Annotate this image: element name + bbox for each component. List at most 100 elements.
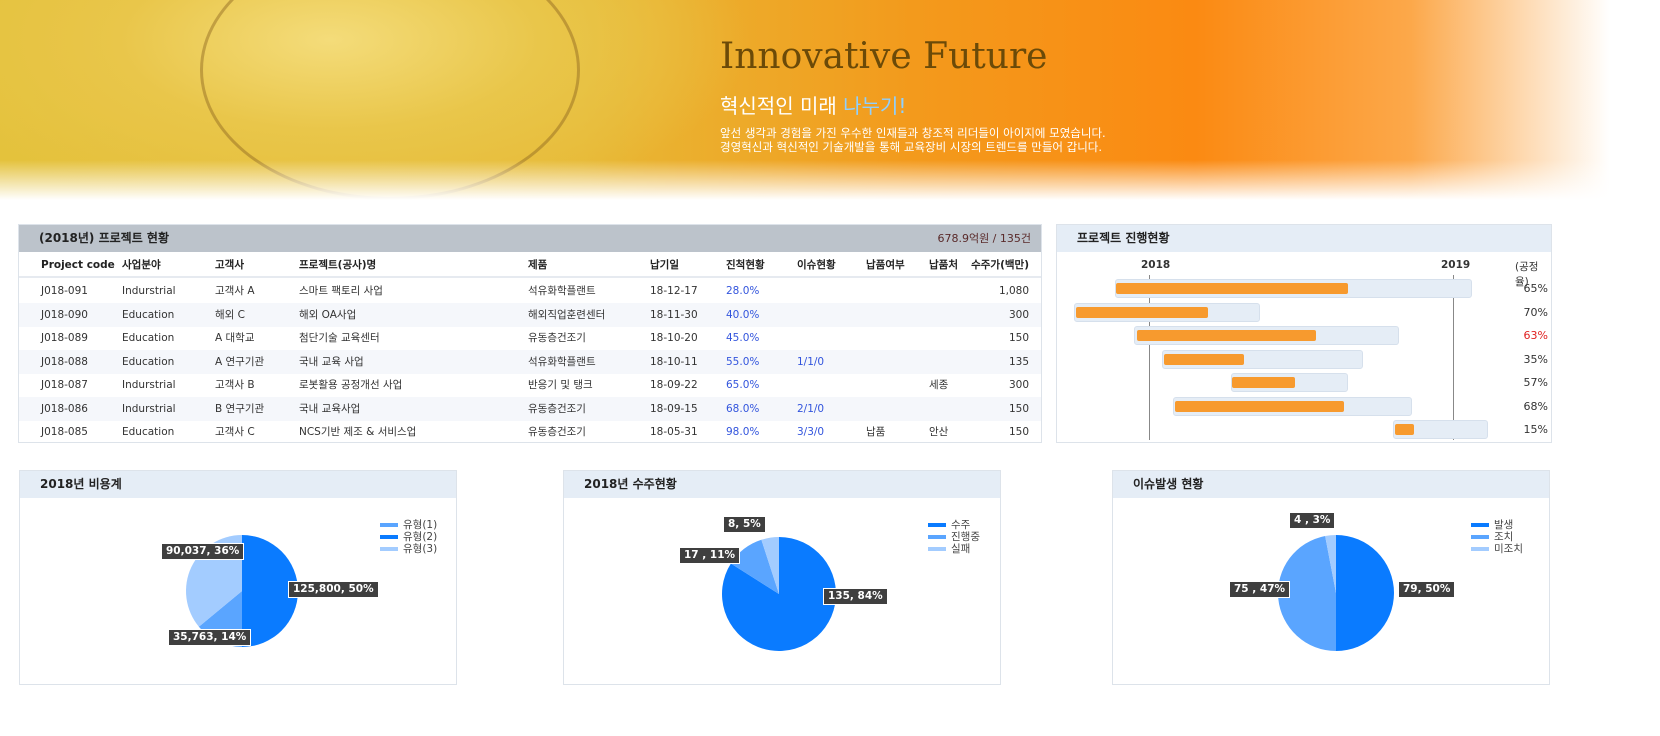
pie-panel: 2018년 수주현황 135, 84% 17 , 11% 8, 5% 수주 진행중 실패 — [563, 470, 1001, 685]
progress-bar[interactable] — [1116, 283, 1348, 294]
hero-banner: Innovative Future 혁신적인 미래 나누기! 앞선 생각과 경험… — [0, 0, 1660, 200]
banner-subtitle: 혁신적인 미래 나누기! — [720, 94, 907, 118]
cell: 150 — [1008, 426, 1029, 438]
progress-rate: 68% — [1523, 399, 1548, 413]
progress-bar[interactable] — [1164, 353, 1244, 365]
progress-bar[interactable] — [1395, 424, 1414, 435]
cell: 국내 교육사업 — [299, 402, 361, 415]
pie-slice[interactable] — [242, 535, 298, 647]
legend-item[interactable]: 유형(1) — [380, 519, 437, 531]
table-row[interactable]: J018-091 Indurstrial 고객사 A 스마트 팩토리 사업 석유화학플랜… — [19, 279, 1041, 303]
cell: 세종 — [929, 379, 949, 391]
table-row[interactable]: J018-088 Education A 연구기관 국내 교육 사업 석유화학플랜트 18… — [19, 349, 1041, 374]
cell: 150 — [1008, 332, 1029, 344]
legend-item[interactable]: 진행중 — [928, 531, 980, 543]
panel-header: 이슈발생 현황 — [1113, 471, 1549, 498]
cell: Indurstrial — [122, 402, 176, 415]
data-label: 75 , 47% — [1229, 581, 1291, 598]
pie-slice[interactable] — [730, 539, 779, 594]
table-row[interactable]: J018-089 Education A 대학교 첨단기술 교육센터 유동층건조기 18-… — [19, 326, 1041, 350]
panel-header: 2018년 수주현황 — [564, 471, 1000, 498]
progress-bar[interactable] — [1137, 330, 1316, 341]
table-row[interactable]: J018-085 Education 고객사 C NCS기반 제조 & 서비스업 유동층… — [19, 420, 1041, 444]
cell: Education — [122, 355, 175, 368]
legend-item[interactable]: 유형(2) — [380, 531, 437, 543]
cell: 40.0% — [726, 308, 760, 321]
progress-bar[interactable] — [1232, 377, 1295, 388]
cell: Education — [122, 332, 175, 344]
cell: 고객사 C — [215, 426, 255, 438]
data-label: 90,037, 36% — [161, 543, 245, 560]
cell: 18-09-15 — [650, 402, 698, 415]
cell: 2/1/0 — [797, 402, 825, 415]
cell: 98.0% — [726, 426, 760, 438]
cell: 300 — [1008, 308, 1029, 321]
cell: 300 — [1008, 379, 1029, 391]
cell: J018-089 — [41, 332, 88, 344]
cell: 18-05-31 — [650, 426, 698, 438]
cell: J018-087 — [41, 379, 88, 391]
legend-item[interactable]: 수주 — [928, 519, 980, 531]
cell: 첨단기술 교육센터 — [299, 332, 380, 344]
cell: 65.0% — [726, 379, 760, 391]
data-label: 79, 50% — [1398, 581, 1456, 598]
cell: 45.0% — [726, 332, 760, 344]
cell: 유동층건조기 — [528, 332, 586, 344]
cell: 18-09-22 — [650, 379, 698, 391]
table-row[interactable]: J018-086 Indurstrial B 연구기관 국내 교육사업 유동층건조기 18… — [19, 396, 1041, 421]
cell: 해외 C — [215, 308, 245, 321]
cell: J018-091 — [41, 285, 88, 297]
cell: 68.0% — [726, 402, 760, 415]
cell: 135 — [1008, 355, 1029, 368]
year-label: 2018 — [1141, 259, 1171, 271]
cell: B 연구기관 — [215, 402, 265, 415]
project-status-panel: (2018년) 프로젝트 현황 678.9억원 / 135건 Project co… — [18, 224, 1042, 443]
pie-chart — [1278, 535, 1394, 651]
cell: 수주가(백만) — [971, 259, 1029, 271]
cell: 프로젝트(공사)명 — [299, 259, 377, 271]
pie-slice[interactable] — [1278, 536, 1336, 651]
progress-rate: 35% — [1523, 352, 1548, 366]
panel-header: (2018년) 프로젝트 현황 678.9억원 / 135건 — [19, 225, 1041, 252]
year-label: 2019 — [1441, 259, 1471, 271]
cell: 진척현황 — [726, 259, 765, 271]
cell: 28.0% — [726, 285, 760, 297]
cell: J018-090 — [41, 308, 88, 321]
cell: Indurstrial — [122, 285, 176, 297]
pie-chart — [722, 537, 836, 651]
pie-slice[interactable] — [1336, 535, 1394, 651]
data-label: 35,763, 14% — [168, 629, 252, 646]
progress-rate: 70% — [1523, 305, 1548, 319]
table-row[interactable]: J018-090 Education 해외 C 해외 OA사업 해외직업훈련센터 18-1… — [19, 302, 1041, 327]
progress-bar[interactable] — [1076, 306, 1208, 318]
legend-item[interactable]: 조치 — [1471, 531, 1523, 543]
legend: 수주 진행중 실패 — [928, 519, 980, 555]
legend-item[interactable]: 발생 — [1471, 519, 1523, 531]
cell: 석유화학플랜트 — [528, 355, 596, 368]
pie-slice[interactable] — [1325, 535, 1336, 593]
progress-rate: 57% — [1523, 376, 1548, 389]
legend: 발생 조치 미조치 — [1471, 519, 1523, 555]
table-row[interactable]: J018-087 Indurstrial 고객사 B 로봇활용 공정개선 사업 반응기 … — [19, 373, 1041, 397]
cell: Project code — [41, 259, 115, 271]
cell: 스마트 팩토리 사업 — [299, 285, 383, 297]
cell: 55.0% — [726, 355, 760, 368]
cell: 150 — [1008, 402, 1029, 415]
banner-description: 앞선 생각과 경험을 가진 우수한 인재들과 창조적 리더들이 아이지에 모였습… — [720, 126, 1106, 154]
cell: 납품 — [866, 426, 886, 438]
cell: 18-12-17 — [650, 285, 698, 297]
cell: 고객사 — [215, 259, 244, 271]
panel-header: 2018년 비용계 — [20, 471, 456, 498]
legend-item[interactable]: 실패 — [928, 543, 980, 555]
cell: 이슈현황 — [797, 259, 836, 271]
cell: A 연구기관 — [215, 355, 265, 368]
timeline-track — [1393, 420, 1488, 439]
legend-item[interactable]: 미조치 — [1471, 543, 1523, 555]
cell: 1/1/0 — [797, 355, 825, 368]
progress-bar[interactable] — [1175, 400, 1344, 412]
cell: J018-085 — [41, 426, 88, 438]
cell: J018-086 — [41, 402, 88, 415]
data-label: 4 , 3% — [1289, 512, 1336, 529]
legend-item[interactable]: 유형(3) — [380, 543, 437, 555]
pie-slice[interactable] — [761, 537, 779, 594]
